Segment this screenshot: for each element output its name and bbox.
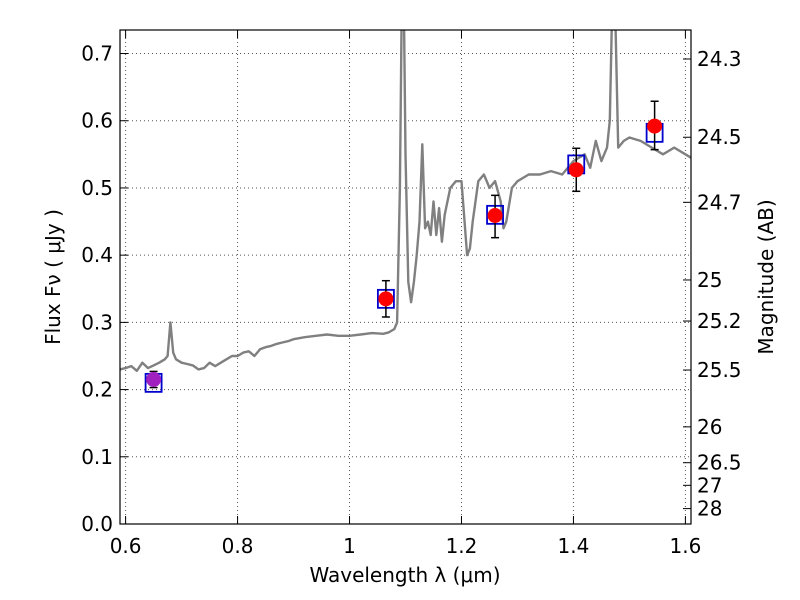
x-tick-label: 1.6: [669, 534, 701, 558]
x-tick-label: 1.4: [558, 534, 590, 558]
mag-tick-label: 25.5: [697, 358, 742, 382]
y-tick-label: 0.4: [81, 243, 113, 267]
tick-labels: 0.6 0.8 1 1.2 1.4 1.6 0.0 0.1 0.2 0.3 0.4 0.5 0.6 0.7…: [81, 42, 741, 558]
mag-tick-label: 24.3: [697, 47, 742, 71]
y-tick-label: 0.7: [81, 42, 113, 66]
ticks: [120, 30, 691, 525]
x-tick-label: 1.2: [446, 534, 478, 558]
mag-tick-label: 26: [697, 415, 722, 439]
spectrum-line: [120, 30, 691, 372]
markers: [144, 100, 664, 393]
y-tick-label: 0.0: [81, 512, 113, 536]
observed-photometry-point: [146, 371, 162, 387]
observed-photometry-point: [378, 291, 394, 307]
x-tick-label: 0.8: [222, 534, 254, 558]
x-tick-label: 1: [343, 534, 356, 558]
y-tick-label: 0.3: [81, 310, 113, 334]
mag-tick-label: 25.2: [697, 309, 742, 333]
y-tick-label: 0.5: [81, 176, 113, 200]
y-tick-label: 0.2: [81, 378, 113, 402]
mag-tick-label: 24.5: [697, 125, 742, 149]
right-axis-label: Magnitude (AB): [754, 199, 778, 354]
x-tick-label: 0.6: [110, 534, 142, 558]
observed-photometry-point: [568, 162, 584, 178]
mag-tick-label: 26.5: [697, 451, 742, 475]
mag-tick-label: 28: [697, 497, 722, 521]
mag-tick-label: 24.7: [697, 190, 742, 214]
observed-photometry-point: [487, 208, 503, 224]
mag-tick-label: 27: [697, 473, 722, 497]
observed-photometry-point: [647, 118, 663, 134]
mag-tick-label: 25: [697, 268, 722, 292]
x-axis-label: Wavelength λ (μm): [309, 563, 500, 587]
y-tick-label: 0.6: [81, 109, 113, 133]
y-tick-label: 0.1: [81, 445, 113, 469]
series: [120, 30, 691, 372]
y-axis-label: Flux Fν ( μJy ): [41, 209, 65, 345]
plot-frame: [119, 29, 692, 525]
